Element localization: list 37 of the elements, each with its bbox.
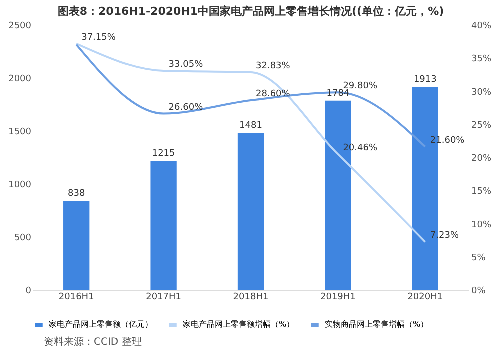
data-label: 1481	[240, 121, 262, 132]
data-label: 33.05%	[168, 60, 204, 70]
data-label: 28.60%	[256, 90, 291, 100]
text: 资料来源：CCID 整理	[43, 336, 143, 349]
x-tick-label: 2016H1	[58, 292, 94, 302]
y-tick-label: 500	[14, 234, 32, 244]
data-label: 1913	[414, 75, 437, 86]
y2-tick-label: 15%	[472, 187, 492, 198]
bar	[64, 201, 90, 290]
legend-label: 实物商品网上零售增幅（%）	[325, 320, 429, 329]
legend-label: 家电产品网上零售额增幅（%）	[183, 320, 295, 329]
y-tick-label: 2000	[8, 74, 32, 84]
bar	[238, 133, 264, 290]
legend-label: 家电产品网上零售额（亿元）	[49, 320, 153, 329]
y-tick-label: 1500	[8, 128, 32, 138]
y2-tick-label: 40%	[472, 22, 492, 32]
x-tick-label: 2017H1	[146, 292, 182, 302]
y-tick-label: 1000	[8, 180, 32, 190]
y-tick-label: 2500	[8, 22, 32, 32]
x-tick-label: 2018H1	[233, 292, 269, 302]
bar	[150, 161, 177, 290]
data-label: 838	[68, 189, 86, 200]
data-label: 26.60%	[168, 102, 204, 113]
y2-tick-label: 5%	[472, 253, 486, 264]
data-label: 1215	[152, 149, 176, 160]
x-tick-label: 2019H1	[320, 292, 356, 302]
y-tick-label: 0	[26, 286, 32, 296]
y2-tick-label: 20%	[472, 154, 492, 164]
y2-tick-label: 35%	[472, 54, 492, 65]
y2-tick-label: 25%	[472, 120, 492, 131]
x-tick-label: 2020H1	[408, 292, 444, 302]
data-label: 32.83%	[256, 62, 291, 72]
data-label: 37.15%	[82, 32, 116, 43]
y2-tick-label: 30%	[472, 88, 492, 98]
y2-tick-label: 10%	[472, 220, 492, 230]
y2-tick-label: 0%	[472, 286, 486, 296]
chart-title: 图表8：2016H1-2020H1中国家电产品网上零售增长情况((单位：亿元，%)	[58, 5, 444, 18]
